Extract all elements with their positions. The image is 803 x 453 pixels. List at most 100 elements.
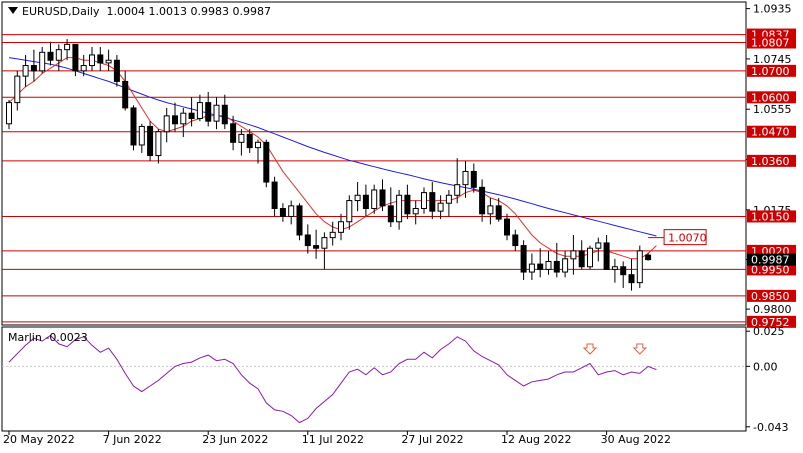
candle-body (47, 51, 54, 61)
symbol-menu-icon[interactable] (8, 7, 18, 14)
candle-body (329, 231, 336, 239)
candle-body (147, 125, 154, 157)
candle-body (504, 218, 510, 236)
level-label: 0.9752 (751, 316, 790, 329)
candle-body (97, 54, 104, 64)
candle-body (180, 112, 187, 125)
high-value: 1.0013 (148, 5, 187, 18)
level-label: 0.9850 (751, 290, 790, 303)
candle-body (371, 189, 378, 210)
candle-body (113, 59, 120, 82)
candle-body (595, 242, 602, 249)
level-label-box (747, 125, 796, 138)
candle-body (528, 263, 535, 273)
level-label: 1.0360 (751, 155, 790, 168)
candle-body (479, 186, 486, 215)
x-tick-label: 7 Jun 2022 (103, 433, 162, 446)
indicator-value: -0.0023 (45, 331, 88, 344)
candle-body (578, 250, 585, 268)
candle-body (512, 234, 519, 247)
candle-body (72, 43, 79, 72)
candle-body (230, 123, 237, 143)
candle-body (172, 115, 178, 125)
candle-body (462, 170, 469, 186)
candle-body (221, 104, 228, 125)
candle-body (105, 59, 112, 64)
candle-body (213, 104, 220, 122)
open-value: 1.0004 (106, 5, 145, 18)
candle-body (263, 141, 270, 183)
candle-body (437, 202, 444, 212)
level-label-box (747, 263, 796, 276)
candle-body (304, 234, 311, 247)
symbol-label: EURUSD,Daily (22, 5, 100, 18)
candle-body (188, 112, 195, 119)
marlin-line (8, 334, 657, 424)
candle-body (296, 205, 303, 236)
candle-body (238, 133, 245, 143)
candle-body (288, 205, 295, 217)
candle-body (495, 205, 502, 220)
target-label-box (663, 229, 707, 246)
candle-body (429, 192, 436, 212)
candle-body (30, 65, 37, 72)
x-tick-label: 30 Aug 2022 (601, 433, 671, 446)
candle-body (205, 102, 212, 122)
candle-body (520, 245, 527, 273)
candle-body (587, 247, 593, 268)
candle-body (470, 170, 477, 188)
x-tick-label: 20 May 2022 (3, 433, 75, 446)
candle-body (379, 189, 386, 207)
candle-body (163, 115, 170, 133)
candle-body (645, 254, 652, 261)
candle-body (603, 242, 610, 270)
indicator-title: Marlin -0.0023 (8, 331, 88, 344)
x-tick-label: 12 Aug 2022 (501, 433, 571, 446)
candle-body (620, 266, 627, 276)
level-label: 1.0150 (751, 210, 790, 223)
candle-body (354, 194, 361, 202)
target-label: 1.0070 (668, 232, 707, 245)
candle-body (636, 250, 643, 284)
candle-body (570, 250, 577, 260)
level-label: 1.0600 (751, 91, 790, 104)
level-label-box (747, 36, 796, 49)
candle-body (80, 65, 87, 72)
candle-body (412, 208, 419, 215)
candle-body (487, 205, 494, 215)
candle-body (138, 125, 145, 146)
candle-body (611, 266, 618, 270)
current-price-label: 0.9987 (751, 254, 790, 267)
level-label-box (747, 64, 796, 77)
candle-body (14, 75, 21, 104)
level-label: 1.0470 (751, 126, 790, 139)
candle-body (387, 205, 394, 223)
indicator-y-tick-label: 0.025 (753, 325, 785, 338)
candle-body (362, 194, 369, 210)
candle-body (321, 237, 328, 249)
x-tick-label: 11 Jul 2022 (302, 433, 364, 446)
candle-body (64, 43, 71, 51)
level-label: 1.0700 (751, 65, 790, 78)
close-value: 0.9987 (232, 5, 271, 18)
candle-body (130, 107, 137, 146)
candle-body (562, 258, 569, 273)
candle-body (155, 131, 162, 157)
candle-body (89, 54, 95, 67)
candle-body (122, 80, 129, 109)
candle-body (6, 102, 12, 125)
level-label-box (747, 210, 796, 223)
candle-body (628, 274, 635, 284)
candle-body (421, 192, 427, 210)
y-tick-label: 0.9800 (753, 303, 792, 316)
current-price-box (747, 253, 796, 266)
chart-header: EURUSD,Daily 1.0004 1.0013 0.9983 0.9987 (8, 5, 271, 18)
level-label: 0.9950 (751, 263, 790, 276)
candle-body (338, 221, 344, 233)
candle-body (454, 184, 461, 196)
x-tick-label: 23 Jun 2022 (202, 433, 268, 446)
indicator-name: Marlin (8, 331, 42, 344)
level-label-box (747, 154, 796, 167)
level-label-box (747, 244, 796, 257)
